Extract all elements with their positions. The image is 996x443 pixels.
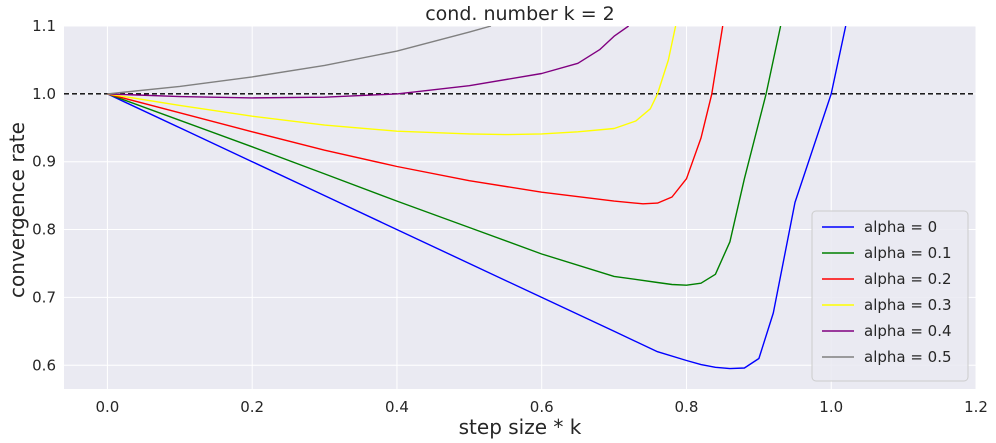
x-tick-label: 0.8 [675,398,699,416]
legend-label: alpha = 0.5 [864,348,952,366]
legend-label: alpha = 0.4 [864,322,952,340]
legend-label: alpha = 0.2 [864,270,952,288]
series-line-3 [107,26,677,136]
x-tick-label: 1.0 [819,398,843,416]
legend: alpha = 0 alpha = 0.1 alpha = 0.2 alpha = 0… [811,210,969,382]
chart-title: cond. number k = 2 [425,3,615,25]
y-tick-label: 0.7 [32,288,56,306]
x-axis-label: step size * k [459,415,582,439]
series-line-5 [107,26,492,95]
x-tick-label: 1.2 [964,398,988,416]
y-tick-label: 0.8 [32,221,56,239]
legend-label: alpha = 0 [864,218,937,236]
x-tick-label: 0.4 [385,398,409,416]
y-tick-label: 1.1 [32,17,56,35]
series-line-2 [107,26,724,205]
x-tick-label: 0.2 [240,398,264,416]
y-tick-label: 0.6 [32,356,56,374]
y-axis-label: convergence rate [5,122,29,298]
x-axis: 0.0 0.2 0.4 0.6 0.8 1.0 1.2 [95,398,987,416]
y-axis: 0.6 0.7 0.8 0.9 1.0 1.1 [32,17,56,374]
series-line-4 [107,26,630,99]
series-line-1 [107,26,782,286]
y-tick-label: 1.0 [32,85,56,103]
y-tick-label: 0.9 [32,153,56,171]
x-tick-label: 0.6 [530,398,554,416]
series-line-0 [107,26,847,370]
x-tick-label: 0.0 [95,398,119,416]
legend-label: alpha = 0.1 [864,244,952,262]
legend-label: alpha = 0.3 [864,296,952,314]
